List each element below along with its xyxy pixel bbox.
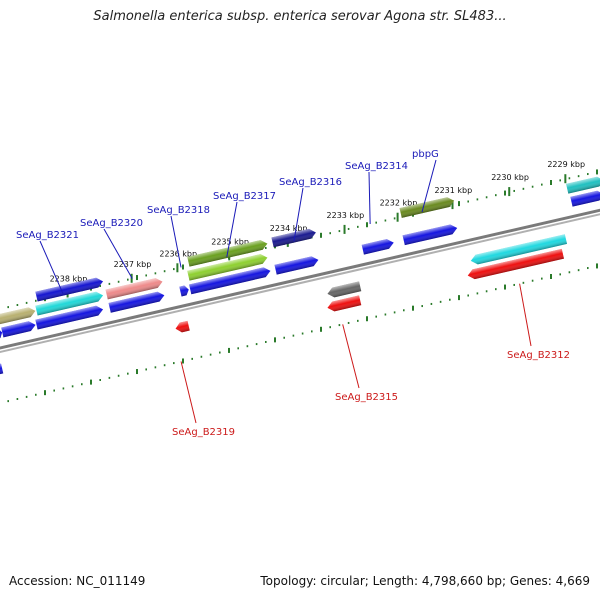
gene-arrow (570, 190, 600, 207)
map-title: Salmonella enterica subsp. enterica sero… (93, 9, 507, 24)
gene-label: SeAg_B2320 (80, 218, 143, 229)
kbp-label: 2233 kbp (327, 211, 365, 220)
label-leader (519, 283, 532, 347)
gene-arrow (274, 256, 319, 275)
gene-shading (0, 363, 4, 375)
kbp-label: 2230 kbp (491, 173, 529, 182)
gene-label: SeAg_B2318 (147, 205, 210, 216)
backbone (0, 208, 600, 354)
gene-shading (187, 254, 268, 281)
label-leader (421, 159, 437, 213)
accession-text: Accession: NC_011149 (9, 574, 146, 588)
kbp-label: 2229 kbp (547, 160, 585, 169)
gene-label: SeAg_B2315 (335, 392, 398, 403)
gene-shading (470, 234, 568, 265)
gene-arrow (467, 248, 564, 280)
gene-shading (35, 291, 104, 316)
gene-arrow (566, 176, 600, 194)
kbp-label: 2238 kbp (50, 274, 88, 283)
gene-shading (327, 295, 362, 312)
gene-label: SeAg_B2312 (507, 350, 570, 361)
gene-shading (35, 305, 104, 330)
gene-shading (0, 307, 36, 326)
kbp-label: 2231 kbp (435, 186, 473, 195)
gene-shading (361, 239, 394, 255)
gene-label: SeAg_B2317 (213, 191, 276, 202)
gene-arrow (179, 285, 189, 297)
label-leader (103, 228, 133, 279)
label-leader (342, 324, 360, 389)
gene-shading (108, 291, 165, 313)
gene-shading (402, 224, 458, 246)
gene-arrow (187, 254, 268, 281)
label-leader (170, 215, 182, 268)
gene-arrow (1, 321, 36, 338)
gene-label: pbpG (412, 149, 439, 160)
gene-label: SeAg_B2316 (279, 177, 342, 188)
gene-label: SeAg_B2319 (172, 427, 235, 438)
gene-arrow (35, 305, 104, 330)
gene-arrow (105, 278, 163, 300)
gene-arrow (189, 267, 271, 295)
gene-shading (189, 267, 271, 295)
gene-arrow (402, 224, 458, 246)
gene-shading (274, 256, 319, 275)
label-leader (368, 171, 371, 225)
gene-arrow (35, 277, 104, 302)
gene-shading (566, 176, 600, 194)
gene-arrow (108, 291, 165, 313)
genome-summary-text: Topology: circular; Length: 4,798,660 bp… (260, 574, 590, 588)
gene-shading (327, 281, 362, 298)
gene-shading (271, 228, 316, 248)
kbp-label: 2237 kbp (114, 260, 152, 269)
backbone-line-inner (0, 213, 600, 354)
gene-arrow (0, 363, 4, 375)
label-leader (226, 201, 238, 258)
gene-shading (105, 278, 163, 300)
gene-arrow (271, 228, 316, 248)
gene-features (0, 176, 600, 375)
gene-shading (570, 190, 600, 207)
gene-arrow (175, 320, 190, 333)
label-leader (39, 240, 64, 295)
kbp-label: 2234 kbp (270, 224, 308, 233)
gene-shading (175, 320, 190, 333)
gene-arrow (399, 197, 455, 218)
gene-shading (179, 285, 189, 297)
gene-shading (35, 277, 104, 302)
gene-arrow (35, 291, 104, 316)
gene-shading (399, 197, 455, 218)
gene-arrow (0, 307, 36, 326)
kbp-label: 2232 kbp (380, 199, 418, 208)
label-leader (180, 361, 197, 424)
gene-label: SeAg_B2314 (345, 161, 408, 172)
gene-arrow (361, 239, 394, 255)
gene-label: SeAg_B2321 (16, 230, 79, 241)
gene-shading (467, 248, 564, 280)
gene-arrow (0, 328, 3, 340)
backbone-line-outer (0, 208, 600, 350)
label-leader (293, 187, 304, 242)
gene-arrow (470, 234, 568, 265)
gene-shading (0, 328, 3, 340)
gene-arrow (327, 295, 362, 312)
gene-arrow (327, 281, 362, 298)
gene-shading (1, 321, 36, 338)
